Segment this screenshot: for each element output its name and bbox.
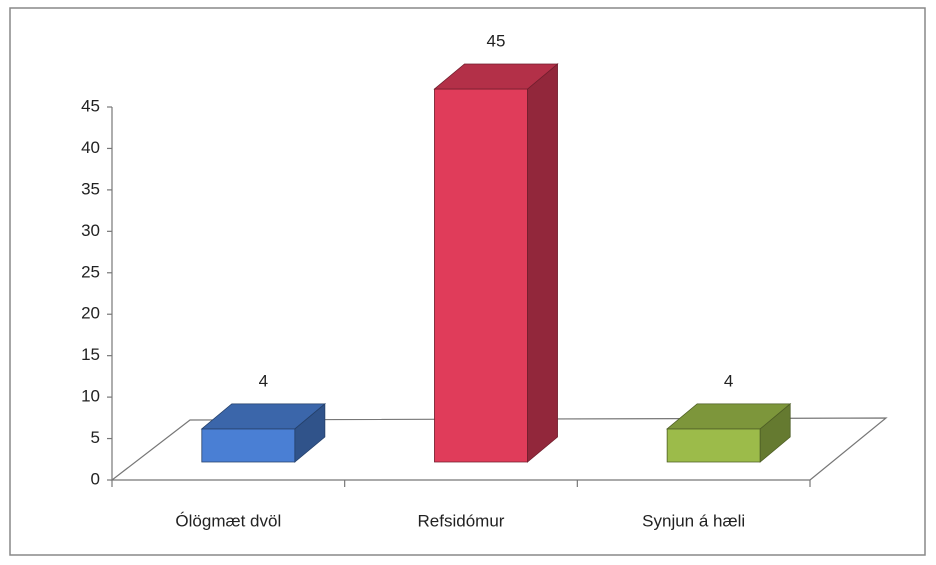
- y-tick-label: 40: [81, 138, 100, 157]
- bar-top: [433, 63, 559, 90]
- data-label: 4: [724, 371, 733, 390]
- y-tick-label: 35: [81, 179, 100, 198]
- bar: [200, 402, 326, 463]
- y-tick-label: 5: [91, 428, 100, 447]
- y-tick-label: 0: [91, 469, 100, 488]
- bar-top: [666, 403, 792, 430]
- data-label: 45: [487, 31, 506, 50]
- bar: [433, 63, 559, 463]
- y-tick-label: 45: [81, 96, 100, 115]
- y-tick-label: 15: [81, 345, 100, 364]
- bar-front: [666, 428, 761, 463]
- y-tick-label: 20: [81, 304, 100, 323]
- bar-front: [434, 88, 528, 463]
- y-tick-label: 25: [81, 262, 100, 281]
- data-label: 4: [259, 371, 268, 390]
- bar-top: [200, 403, 326, 430]
- bar: [666, 402, 792, 463]
- x-tick-label: Refsidómur: [418, 511, 505, 530]
- y-tick-label: 30: [81, 221, 100, 240]
- y-tick-label: 10: [81, 387, 100, 406]
- bar-front: [201, 428, 296, 463]
- x-tick-label: Synjun á hæli: [642, 511, 745, 530]
- x-tick-label: Ólögmæt dvöl: [175, 511, 281, 530]
- bar-side: [527, 63, 558, 463]
